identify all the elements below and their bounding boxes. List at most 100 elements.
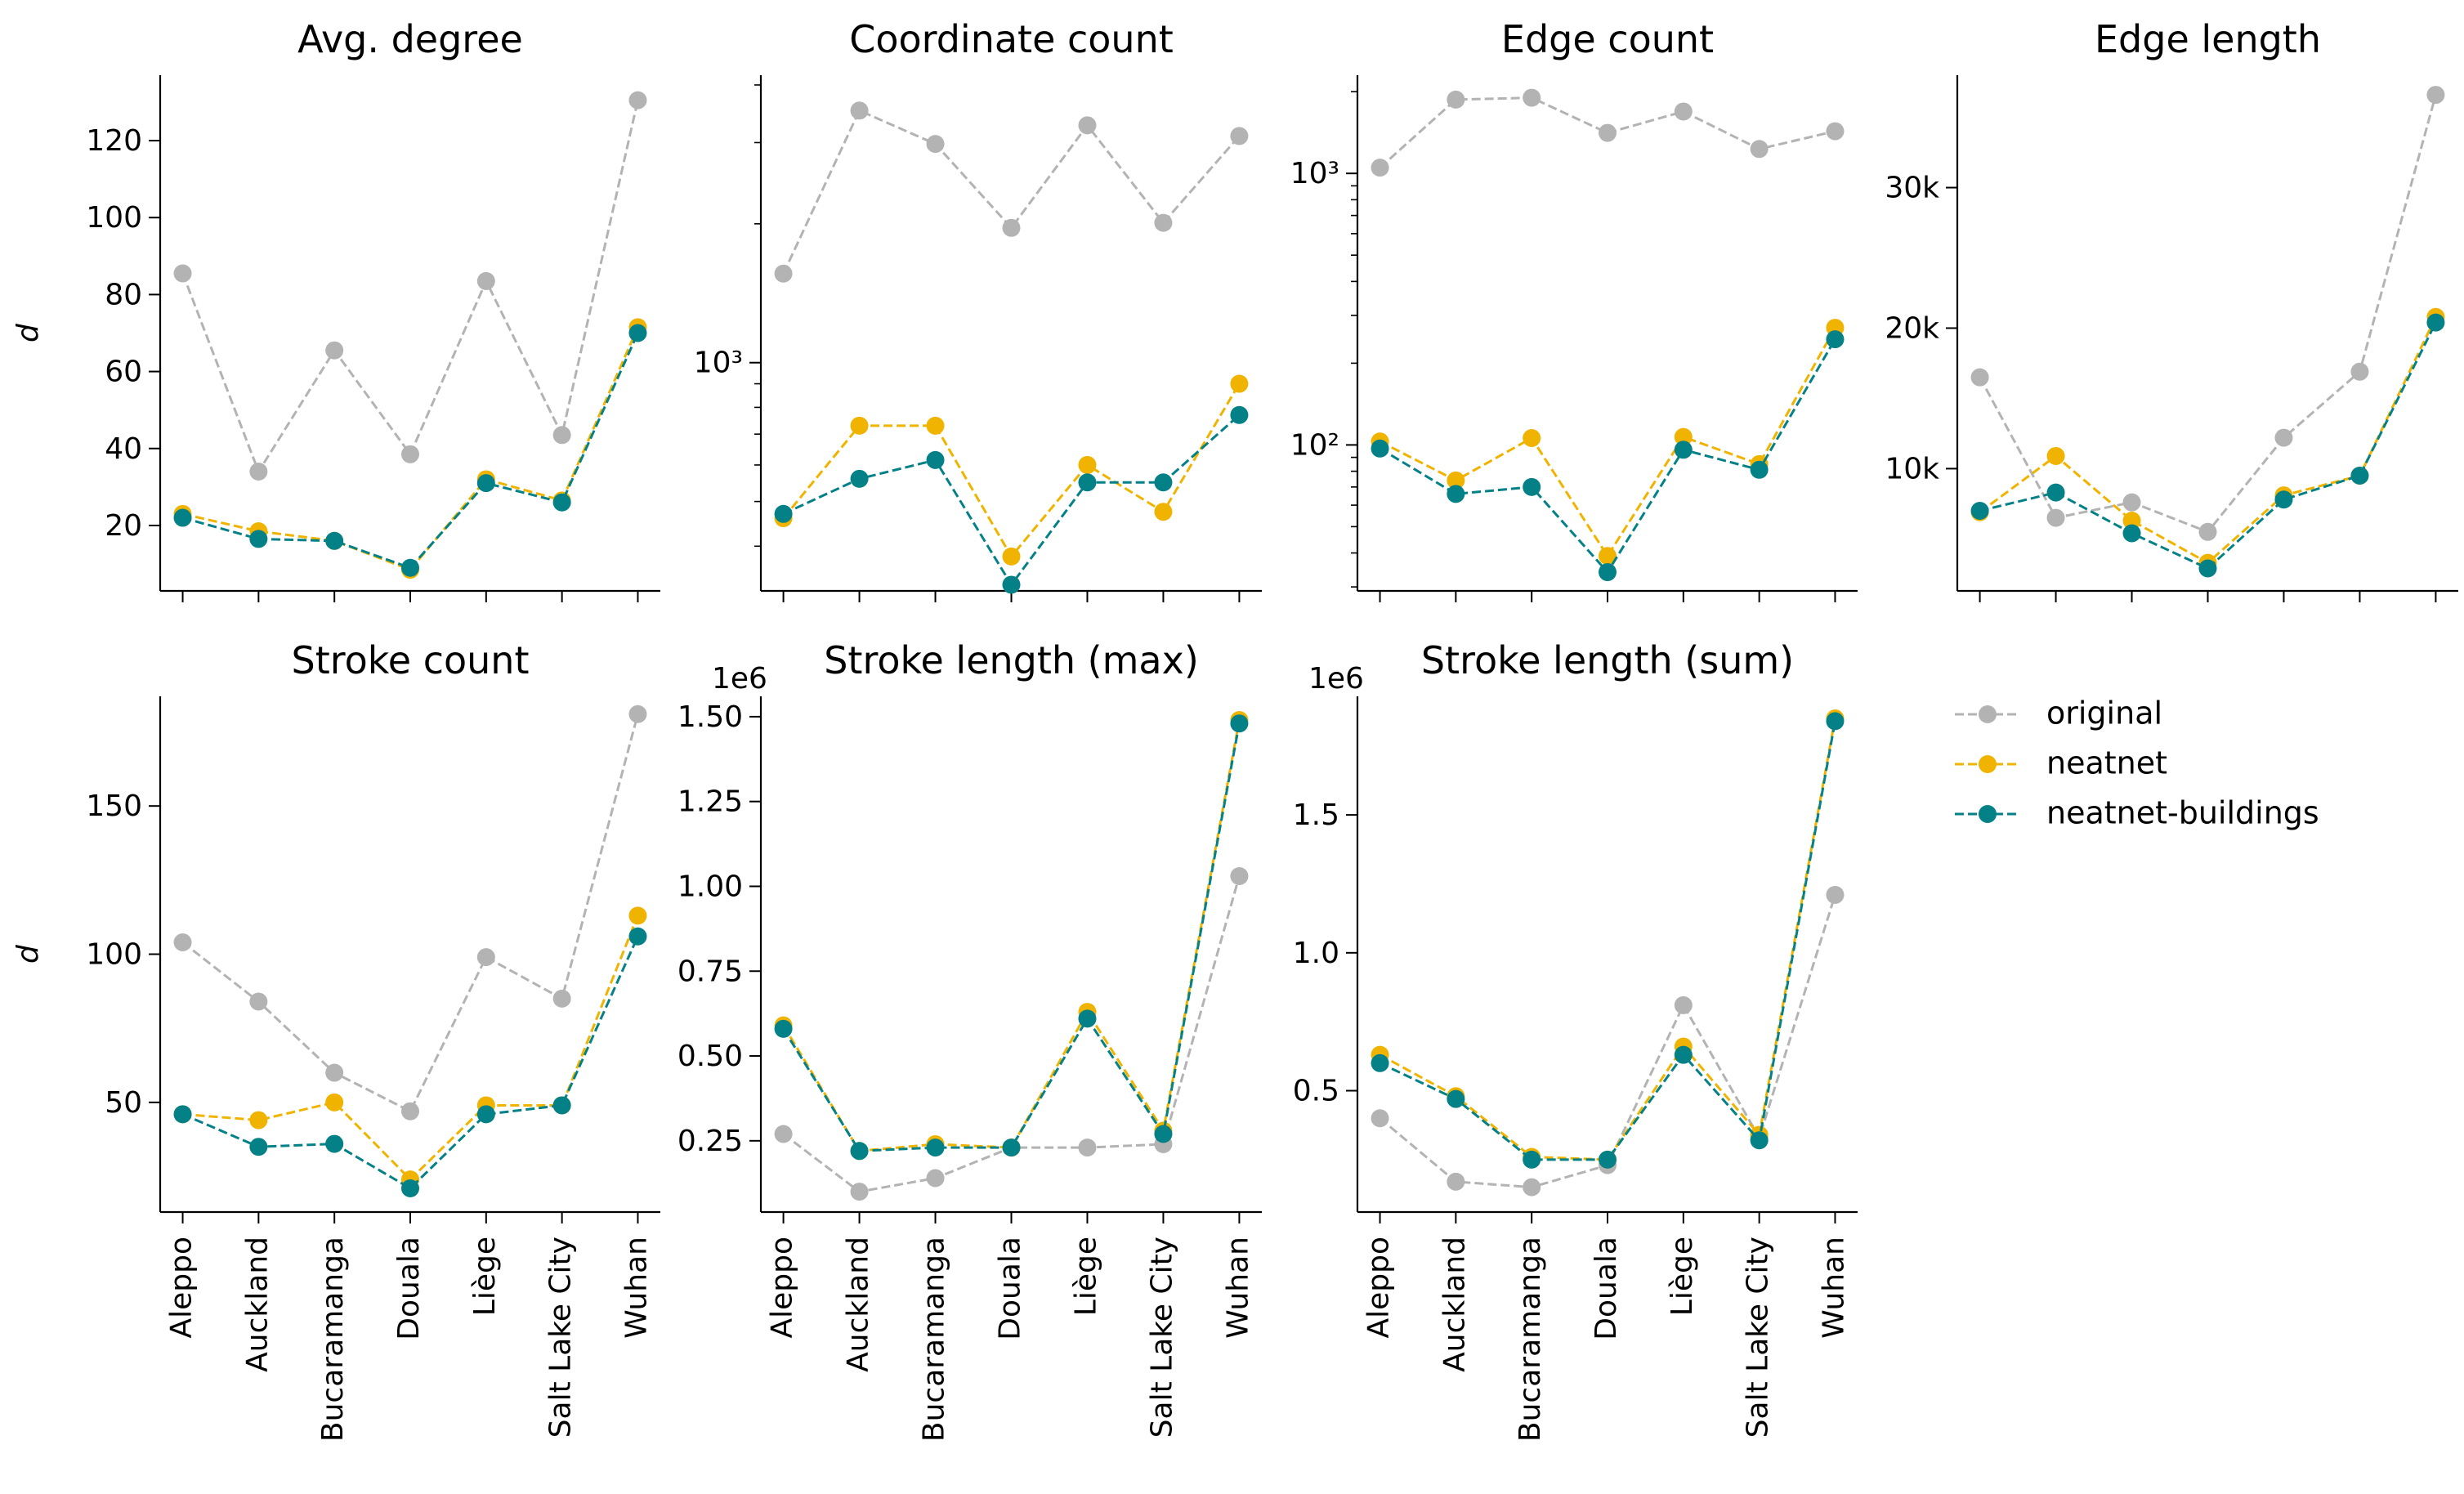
y-tick-label: 60 [105, 356, 142, 389]
data-point-neatnet-buildings-aleppo [774, 1019, 793, 1038]
data-point-original-bucaramanga [325, 1063, 344, 1082]
y-tick-label: 100 [86, 201, 142, 235]
panel-edge-length: Edge length 10k 20k 30k [1885, 17, 2458, 602]
series-neatnet-buildings [1970, 313, 2445, 578]
data-point-neatnet-buildings-liege [1078, 473, 1097, 492]
data-point-original-aleppo [774, 1125, 793, 1143]
x-tick-label-douala: Douala [392, 1237, 426, 1340]
data-point-original-liege [476, 271, 495, 290]
x-tick-label-bucaramanga: Bucaramanga [316, 1237, 350, 1442]
data-point-original-aleppo [1970, 368, 1989, 387]
data-point-neatnet-bucaramanga [926, 416, 945, 435]
axis-offset-label: 1e6 [712, 662, 767, 696]
y-tick-label: 30k [1885, 172, 1939, 205]
panel-edge-count: Edge count 10² 10³ [1290, 17, 1858, 602]
data-point-neatnet-buildings-wuhan [628, 927, 647, 946]
legend-item-neatnet-buildings: neatnet-buildings [1955, 795, 2319, 831]
data-point-neatnet-buildings-wuhan [1826, 712, 1845, 731]
data-point-original-douala [1002, 218, 1021, 237]
data-point-original-auckland [1447, 1172, 1465, 1191]
panel-stroke-length-sum: Stroke length (sum) 1e6 0.5 1.0 1.5 Aleppo Auc… [1293, 638, 1858, 1442]
y-tick-label: 10k [1885, 452, 1939, 485]
data-point-neatnet-bucaramanga [1523, 428, 1541, 447]
series-neatnet-buildings [774, 405, 1249, 594]
data-point-neatnet-auckland [2046, 446, 2065, 465]
data-point-neatnet-buildings-aleppo [1371, 439, 1389, 458]
series-original [173, 91, 647, 481]
x-tick-label-aleppo: Aleppo [165, 1237, 199, 1339]
y-tick-label: 1.25 [677, 785, 743, 819]
data-point-original-wuhan [1826, 122, 1845, 141]
series-original [774, 101, 1249, 283]
series-original [1371, 88, 1845, 177]
data-point-neatnet-buildings-bucaramanga [2122, 524, 2141, 543]
data-point-original-liege [1674, 995, 1693, 1014]
data-point-neatnet-buildings-auckland [850, 1142, 869, 1161]
data-point-neatnet-buildings-auckland [2046, 483, 2065, 502]
x-tick-label-auckland: Auckland [842, 1237, 875, 1372]
y-tick-label: 0.5 [1293, 1075, 1339, 1108]
x-tick-label-wuhan: Wuhan [1817, 1237, 1850, 1339]
data-point-neatnet-buildings-douala [1002, 575, 1021, 594]
data-point-neatnet-buildings-wuhan [1230, 714, 1249, 733]
data-point-original-salt-lake-city [552, 426, 571, 445]
data-point-neatnet-buildings-salt-lake-city [552, 1096, 571, 1115]
data-point-original-liege [1674, 102, 1693, 121]
panel-coordinate-count: Coordinate count 10³ [694, 17, 1262, 602]
y-tick-label: 1.50 [677, 700, 743, 734]
data-point-neatnet-buildings-salt-lake-city [552, 493, 571, 512]
data-point-neatnet-buildings-aleppo [774, 504, 793, 523]
data-point-neatnet-buildings-liege [476, 474, 495, 493]
x-tick-label-douala: Douala [994, 1237, 1027, 1340]
panel-title: Edge count [1501, 17, 1714, 61]
y-tick-label: 100 [86, 938, 142, 972]
panel-title: Edge length [2095, 17, 2321, 61]
panel-title: Coordinate count [849, 17, 1174, 61]
y-axis-label: d [11, 944, 45, 964]
legend-label: original [2046, 696, 2162, 731]
data-point-original-wuhan [1230, 127, 1249, 145]
legend-item-neatnet: neatnet [1955, 745, 2167, 781]
legend: original neatnet neatnet-buildings [1955, 696, 2319, 831]
y-tick-label: 20 [105, 509, 142, 543]
data-point-neatnet-buildings-liege [1674, 441, 1693, 459]
data-point-original-douala [2198, 522, 2217, 541]
legend-marker [1979, 755, 1997, 773]
axis-offset-label: 1e6 [1308, 662, 1364, 696]
data-point-neatnet-buildings-auckland [249, 1138, 268, 1156]
data-point-neatnet-wuhan [628, 906, 647, 925]
legend-label: neatnet-buildings [2046, 795, 2319, 831]
series-original [1970, 86, 2445, 541]
data-point-original-liege [476, 948, 495, 967]
data-point-neatnet-buildings-salt-lake-city [1154, 473, 1173, 492]
x-tick-label-douala: Douala [1590, 1237, 1623, 1340]
data-point-neatnet-buildings-aleppo [173, 508, 192, 527]
y-tick-label: 10³ [1290, 157, 1339, 190]
x-tick-label-bucaramanga: Bucaramanga [918, 1237, 951, 1442]
data-point-original-bucaramanga [926, 135, 945, 154]
data-point-neatnet-liege [1078, 455, 1097, 474]
data-point-original-salt-lake-city [552, 989, 571, 1008]
data-point-original-auckland [850, 101, 869, 120]
legend-item-original: original [1955, 696, 2162, 731]
y-tick-label: 40 [105, 432, 142, 466]
y-tick-label: 1.00 [677, 870, 743, 903]
x-tick-label-salt-lake-city: Salt Lake City [1742, 1237, 1775, 1438]
data-point-neatnet-buildings-bucaramanga [1523, 1150, 1541, 1169]
y-tick-label: 80 [105, 278, 142, 311]
data-point-neatnet-buildings-bucaramanga [926, 1138, 945, 1157]
data-point-original-liege [1078, 116, 1097, 135]
data-point-neatnet-buildings-salt-lake-city [1154, 1125, 1173, 1143]
data-point-original-wuhan [2426, 86, 2445, 105]
x-tick-label-bucaramanga: Bucaramanga [1514, 1237, 1547, 1442]
data-point-neatnet-auckland [1447, 471, 1465, 490]
data-point-original-wuhan [628, 705, 647, 723]
y-tick-label: 10³ [694, 347, 743, 380]
data-point-neatnet-bucaramanga [2122, 512, 2141, 530]
data-point-original-bucaramanga [926, 1169, 945, 1188]
data-point-original-liege [2274, 428, 2293, 447]
y-tick-label: 20k [1885, 311, 1939, 345]
y-tick-label: 150 [86, 789, 142, 823]
